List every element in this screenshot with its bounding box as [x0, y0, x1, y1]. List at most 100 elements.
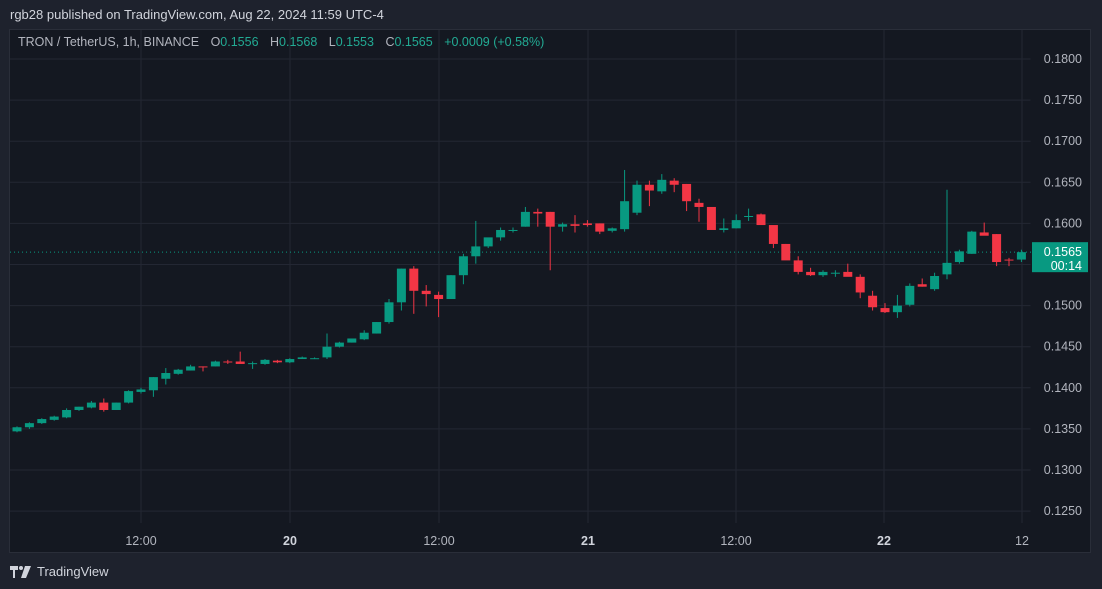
- candle: [334, 341, 344, 348]
- candle: [669, 178, 679, 193]
- candle: [124, 390, 134, 404]
- x-axis-label: 22: [877, 534, 891, 548]
- candle: [310, 357, 320, 360]
- candle: [632, 180, 642, 216]
- candle: [260, 359, 270, 365]
- candle: [930, 272, 940, 291]
- candle: [458, 253, 468, 285]
- x-axis-label: 12: [1015, 534, 1029, 548]
- candle: [520, 206, 530, 227]
- candle: [719, 218, 729, 233]
- svg-text:00:14: 00:14: [1051, 259, 1082, 273]
- y-axis-label: 0.1800: [1044, 52, 1082, 66]
- candle: [421, 285, 431, 307]
- candle: [248, 361, 258, 369]
- candle: [471, 220, 481, 264]
- brand-label: TradingView: [37, 564, 109, 579]
- candle: [768, 225, 778, 249]
- candle: [793, 256, 803, 275]
- candle: [186, 364, 196, 371]
- y-axis-label: 0.1650: [1044, 175, 1082, 189]
- y-axis-label: 0.1700: [1044, 134, 1082, 148]
- svg-text:0.1565: 0.1565: [1044, 245, 1082, 259]
- candle: [868, 290, 878, 311]
- candle: [136, 387, 146, 394]
- candle: [855, 274, 865, 299]
- candle: [74, 406, 84, 411]
- candle: [347, 338, 357, 343]
- candle: [99, 398, 109, 412]
- y-axis-label: 0.1600: [1044, 216, 1082, 230]
- candle: [818, 270, 828, 277]
- candle: [781, 243, 791, 261]
- open-value: 0.1556: [220, 35, 259, 49]
- candle: [24, 422, 34, 429]
- candle: [384, 299, 394, 324]
- y-axis-label: 0.1750: [1044, 93, 1082, 107]
- candle: [111, 402, 121, 410]
- candle: [272, 359, 282, 364]
- y-axis-label: 0.1450: [1044, 340, 1082, 354]
- candle: [198, 366, 208, 372]
- candle: [607, 227, 617, 233]
- x-axis-label: 21: [581, 534, 595, 548]
- candle: [86, 400, 96, 409]
- candle: [558, 222, 568, 232]
- candle: [223, 359, 233, 364]
- candle: [620, 169, 630, 232]
- candle: [148, 377, 158, 397]
- candle: [210, 360, 220, 367]
- candle: [62, 408, 72, 419]
- candle: [372, 322, 382, 334]
- open-label: O: [210, 35, 221, 49]
- candle: [235, 351, 245, 364]
- x-axis-label: 12:00: [423, 534, 454, 548]
- chart-legend: TRON / TetherUS, 1h, BINANCE O0.1556 H0.…: [18, 35, 544, 49]
- candle: [644, 180, 654, 207]
- published-caption: rgb28 published on TradingView.com, Aug …: [10, 7, 384, 22]
- candle: [483, 237, 493, 249]
- candle: [1004, 257, 1014, 267]
- candle: [942, 189, 952, 280]
- x-axis-label: 12:00: [720, 534, 751, 548]
- close-value: 0.1565: [394, 35, 433, 49]
- low-value: 0.1553: [335, 35, 374, 49]
- candle: [954, 249, 964, 264]
- candle: [892, 294, 902, 318]
- candle: [880, 303, 890, 313]
- candle: [545, 211, 555, 271]
- candle: [830, 270, 840, 277]
- y-axis-label: 0.1500: [1044, 299, 1082, 313]
- candle: [396, 268, 406, 311]
- y-axis-label: 0.1300: [1044, 463, 1082, 477]
- tradingview-brand[interactable]: TradingView: [10, 564, 109, 579]
- y-axis-label: 0.1250: [1044, 504, 1082, 518]
- candle: [508, 227, 518, 233]
- candle: [37, 418, 47, 424]
- candle: [694, 198, 704, 222]
- candle: [967, 230, 977, 254]
- candle: [570, 215, 580, 233]
- high-label: H: [270, 35, 280, 49]
- candle: [409, 266, 419, 314]
- high-value: 0.1568: [279, 35, 318, 49]
- x-axis-label: 20: [283, 534, 297, 548]
- candle: [285, 358, 295, 364]
- candle: [756, 213, 766, 226]
- tradingview-logo-icon: [10, 565, 31, 578]
- candle: [682, 183, 692, 212]
- candle: [533, 208, 543, 227]
- candle: [322, 333, 332, 360]
- candle: [706, 206, 716, 230]
- candle: [12, 426, 22, 433]
- candle: [173, 368, 183, 375]
- candle: [657, 174, 667, 194]
- x-axis-label: 12:00: [125, 534, 156, 548]
- candle: [446, 275, 456, 300]
- candle: [744, 208, 754, 221]
- symbol-label[interactable]: TRON / TetherUS, 1h, BINANCE: [18, 35, 200, 49]
- candle: [496, 227, 506, 241]
- candle: [917, 278, 927, 287]
